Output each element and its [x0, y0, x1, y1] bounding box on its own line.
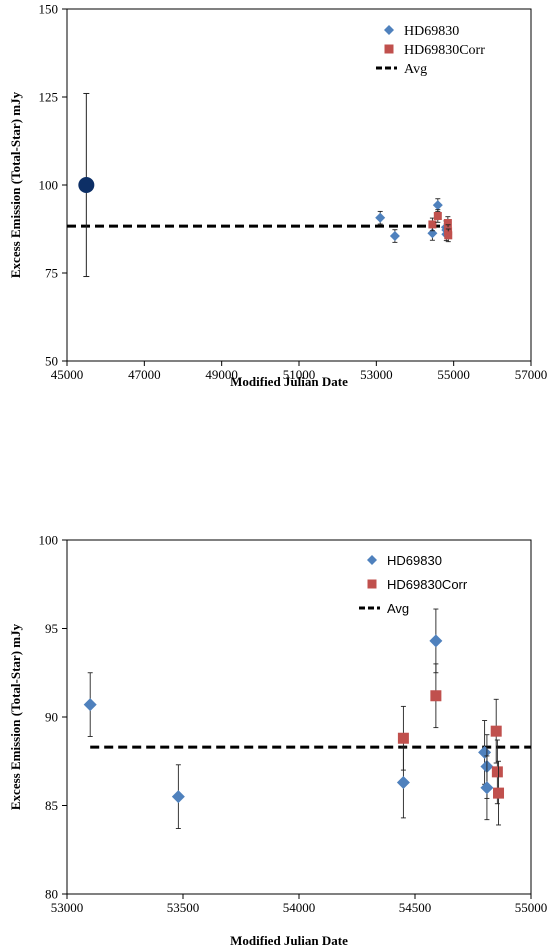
x-tick-label: 53000: [51, 900, 84, 915]
hd69830corr-point: [490, 725, 502, 737]
hd69830-point: [429, 634, 443, 648]
plot-frame: [66, 8, 532, 362]
hd69830corr-point: [493, 787, 505, 799]
y-tick-label: 100: [39, 178, 59, 193]
x-tick-label: 49000: [205, 367, 238, 382]
x-tick-label: 54000: [283, 900, 316, 915]
hd69830corr-point: [444, 231, 453, 240]
hd69830corr-point: [397, 732, 409, 744]
y-tick-label: 50: [45, 354, 58, 369]
x-tick-label: 47000: [128, 367, 161, 382]
hd69830-point: [171, 790, 185, 804]
y-tick-label: 125: [39, 90, 59, 105]
legend-label: HD69830Corr: [404, 43, 485, 58]
hd69830-point: [375, 212, 386, 223]
x-tick-label: 45000: [51, 367, 84, 382]
legend-diamond-icon: [367, 555, 377, 565]
y-tick-label: 95: [45, 621, 58, 636]
y-tick-label: 85: [45, 798, 58, 813]
chart-top: 45000 47000 49000 51000 53000 55000 57000 50 75 1…: [8, 2, 548, 390]
y-axis-title: Excess Emission (Total-Star) mJy: [8, 623, 23, 810]
legend-label: Avg: [404, 62, 427, 77]
x-tick-label: 53500: [167, 900, 200, 915]
x-tick-label: 51000: [283, 367, 316, 382]
legend-square-icon: [367, 579, 377, 589]
legend-label: Avg: [387, 601, 409, 616]
legend-square-icon: [384, 44, 394, 54]
x-tick-label: 55000: [437, 367, 470, 382]
hd69830corr-point: [443, 219, 452, 228]
y-tick-label: 75: [45, 266, 58, 281]
x-axis-title: Modified Julian Date: [230, 933, 348, 948]
legend-label: HD69830Corr: [387, 577, 468, 592]
hd69830-point: [432, 200, 443, 211]
hd69830-point: [396, 775, 410, 789]
legend-diamond-icon: [384, 25, 394, 35]
hd69830corr-point: [433, 211, 442, 220]
x-tick-label: 54500: [399, 900, 432, 915]
hd69830corr-point: [491, 766, 503, 778]
x-axis-title: Modified Julian Date: [230, 374, 348, 389]
plot-frame: [66, 539, 532, 895]
y-tick-label: 90: [45, 710, 58, 725]
chart-bottom: 53000 53500 54000 54500 55000 80 85 90 95 100 Modi…: [8, 533, 548, 949]
hd69830-point: [83, 698, 97, 712]
hd69830-point: [478, 745, 492, 759]
y-axis-title: Excess Emission (Total-Star) mJy: [8, 91, 23, 278]
hd69830corr-point: [430, 690, 442, 702]
legend-label: HD69830: [387, 553, 442, 568]
legend-label: HD69830: [404, 24, 459, 39]
x-tick-label: 53000: [360, 367, 393, 382]
x-tick-label: 55000: [515, 900, 548, 915]
hd69830corr-point: [428, 220, 437, 229]
hd69830-point: [480, 781, 494, 795]
y-tick-label: 100: [39, 533, 59, 548]
y-tick-label: 80: [45, 887, 58, 902]
x-tick-label: 57000: [515, 367, 548, 382]
y-tick-label: 150: [39, 2, 59, 17]
hd69830-point: [389, 231, 400, 242]
large-data-point: [78, 177, 95, 193]
